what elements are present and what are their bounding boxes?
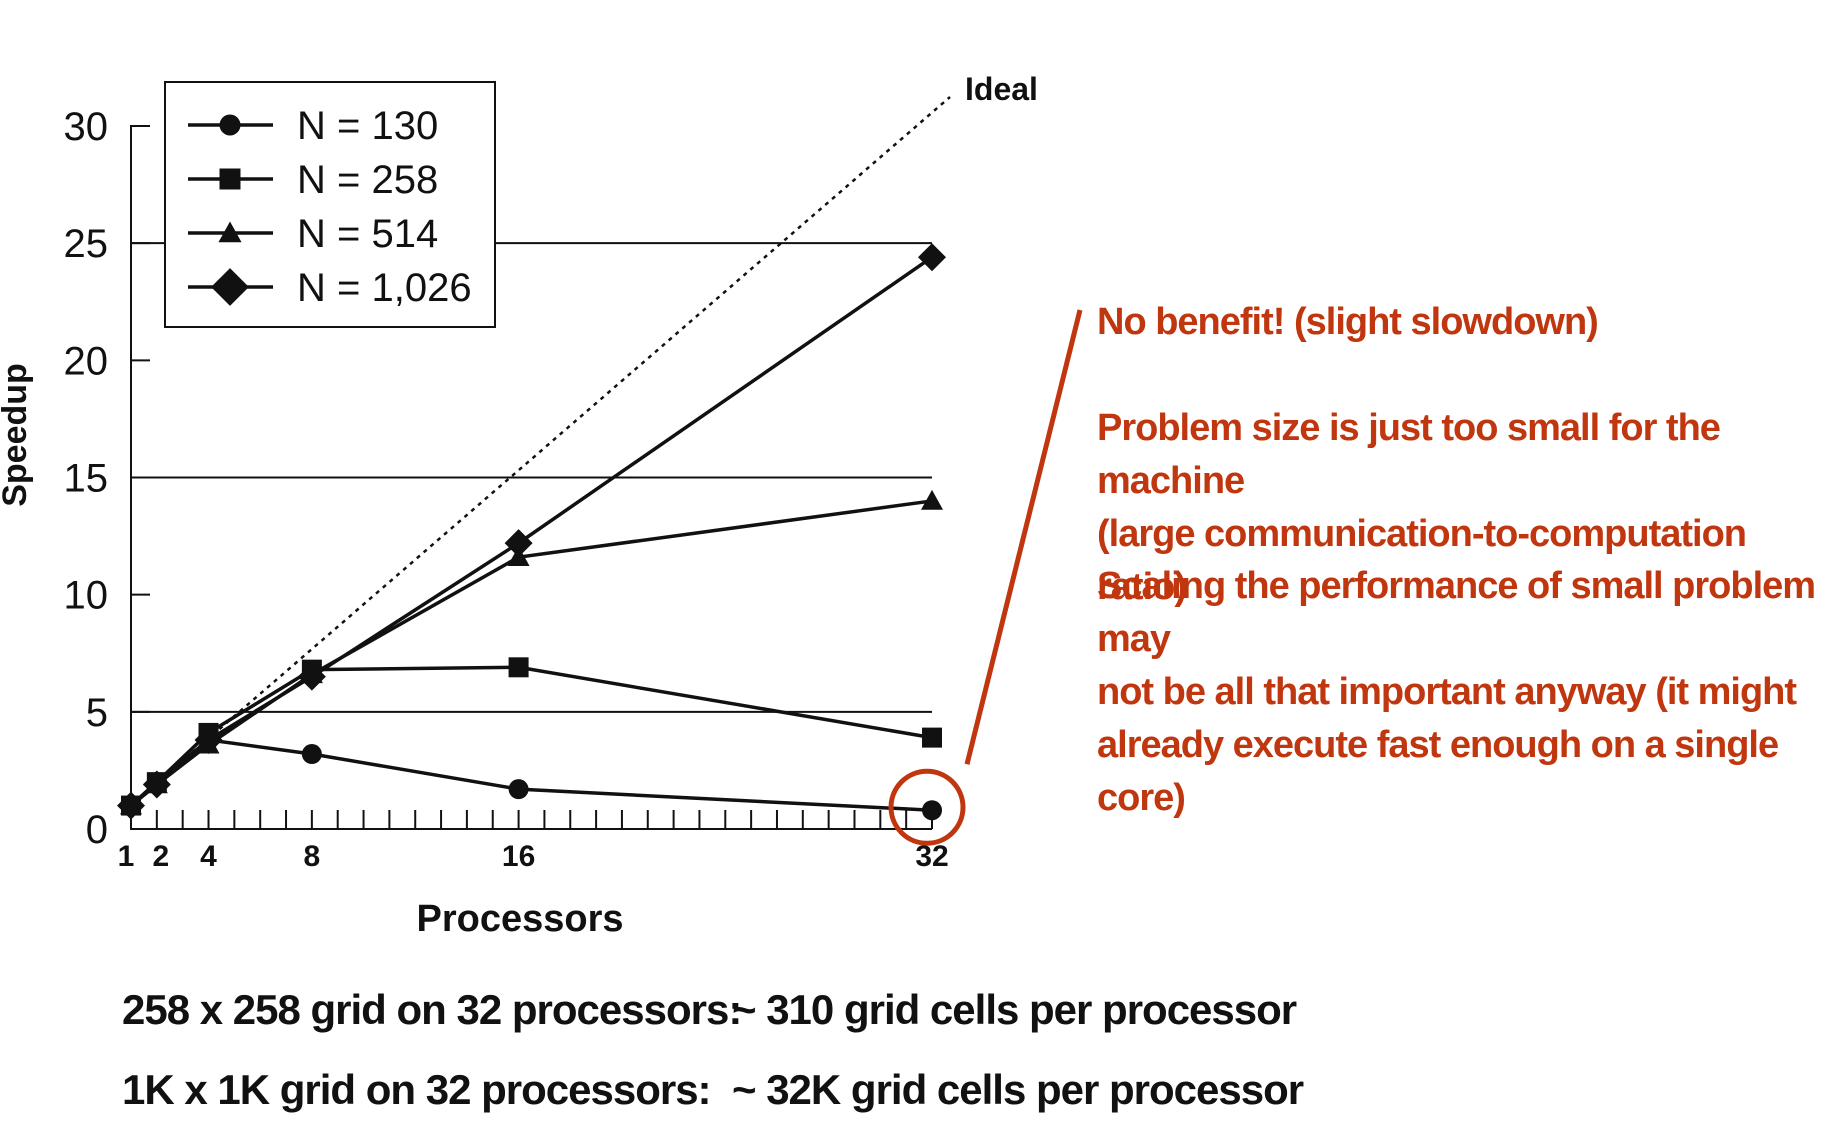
series-2-point-8 [301,659,322,680]
series-1-point-16 [508,779,529,800]
y-tick-label-0: 0 [86,808,108,852]
footer-row2-right: ~ 32K grid cells per processor [732,1066,1304,1113]
axes: 0 5 10 15 20 25 30 1 2 4 8 16 32 [64,105,949,873]
series-group [117,243,946,821]
legend-marker-2 [219,168,241,190]
series-4-point-32 [918,243,946,272]
y-axis-title: Speedup [0,363,34,507]
annotation-scaling-line-1: Scaling the performance of small problem… [1097,565,1816,660]
series-3-point-32 [921,489,943,510]
series-4-point-16 [504,529,533,558]
annotation-problem-size-line-1: Problem size is just too small for the m… [1097,407,1721,502]
series-1-point-8 [301,744,322,765]
legend-marker-3 [218,221,242,243]
annotation-scaling-line-2: not be all that important anyway (it mig… [1097,671,1797,713]
ideal-line [130,96,951,807]
legend-label-3: N = 514 [297,212,438,256]
legend: N = 130 N = 258 N = 514 N = 1,026 [164,81,496,328]
annotation-no-benefit: No benefit! (slight slowdown) [1097,301,1599,343]
series-2-point-32 [922,727,942,748]
annotation-problem-size-line-2: (large communication-to-computation rati… [1097,513,1747,608]
series-1-point-32 [922,800,942,821]
x-axis-title: Processors [416,898,623,940]
annotation-scaling: Scaling the performance of small problem… [1097,560,1832,825]
series-4 [117,243,946,820]
x-tick-label-16: 16 [502,840,535,873]
legend-item-3: N = 514 [188,212,438,256]
ideal-label: Ideal [965,71,1038,107]
legend-marker-1 [219,114,241,136]
series-2-point-16 [508,657,529,678]
series-line-3 [129,499,933,807]
y-tick-label-10: 10 [64,574,109,618]
y-tick-label-20: 20 [64,339,109,383]
series-line-1 [129,738,933,813]
series-3-point-16 [507,546,530,566]
series-1-point-1 [121,795,141,816]
footer-row2-left: 1K x 1K grid on 32 processors: [122,1066,712,1113]
series-line-2 [129,665,933,807]
footer-row1-right: ~ 310 grid cells per processor [732,986,1297,1033]
legend-label-1: N = 130 [297,104,438,148]
series-1-point-4 [198,729,219,750]
x-tick-label-4: 4 [200,840,217,873]
footer-row1-left: 258 x 258 grid on 32 processors: [122,986,742,1033]
series-1-point-2 [146,772,167,793]
legend-item-2: N = 258 [188,158,438,202]
ideal-line-group: Ideal [130,71,1038,807]
legend-item-4: N = 1,026 [188,266,472,310]
y-tick-label-25: 25 [64,222,109,266]
x-tick-label-8: 8 [304,840,321,873]
x-tick-label-2: 2 [152,840,169,873]
highlight-group [888,309,1083,846]
legend-marker-4 [211,268,249,306]
legend-label-2: N = 258 [297,158,438,202]
series-2 [121,657,942,816]
annotation-problem-size: Problem size is just too small for the m… [1097,402,1832,614]
y-tick-label-30: 30 [64,105,109,149]
highlight-circle [888,768,966,846]
x-tick-label-32: 32 [915,840,948,873]
x-tick-label-1: 1 [118,840,135,873]
legend-label-4: N = 1,026 [297,266,472,310]
series-line-4 [129,255,933,807]
y-tick-label-15: 15 [64,457,109,501]
callout-line [964,309,1083,765]
y-tick-label-5: 5 [86,691,108,735]
legend-item-1: N = 130 [188,104,438,148]
series-1 [121,729,942,821]
series-3 [120,489,943,815]
annotation-scaling-line-3: already execute fast enough on a single … [1097,724,1779,819]
